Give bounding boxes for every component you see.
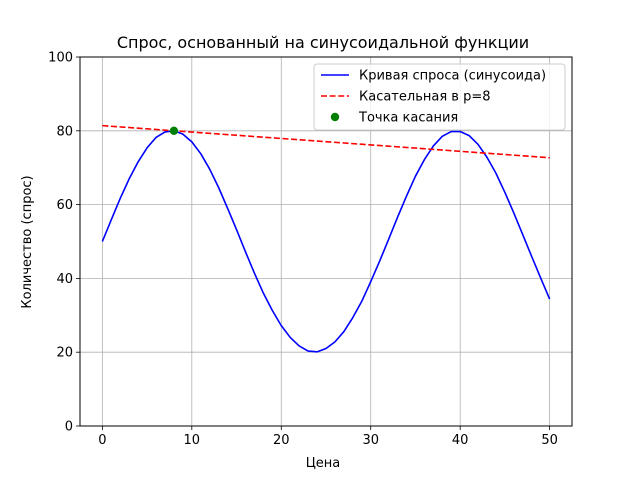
- y-tick-label: 80: [56, 124, 73, 139]
- scatter-point: [169, 126, 179, 135]
- y-tick-label: 100: [48, 51, 73, 66]
- x-axis-label: Цена: [306, 456, 341, 471]
- y-axis-label: Количество (спрос): [20, 175, 35, 308]
- axes-frame: [79, 56, 573, 427]
- x-tick-label: 10: [184, 433, 201, 448]
- x-tick-label: 30: [362, 433, 379, 448]
- y-tick-label: 20: [56, 346, 73, 361]
- legend-label-0: Кривая спроса (синусоида): [359, 69, 546, 84]
- x-tick-label: 0: [98, 433, 106, 448]
- ticks: 0 10 20 30 40 50 0 20 40 60 80 100: [48, 51, 558, 449]
- grid: [80, 56, 572, 427]
- legend: Кривая спроса (синусоида) Касательная в p…: [313, 63, 566, 131]
- x-tick-label: 40: [452, 433, 469, 448]
- y-tick-label: 0: [65, 420, 73, 435]
- chart-title: Спрос, основанный на синусоидальной функ…: [117, 33, 529, 52]
- y-tick-label: 40: [56, 272, 73, 287]
- x-tick-label: 50: [541, 433, 558, 448]
- plot-area: [101, 124, 551, 353]
- legend-box: [313, 63, 566, 131]
- legend-marker-2: [330, 112, 340, 122]
- y-tick-label: 60: [56, 198, 73, 213]
- x-tick-label: 20: [273, 433, 290, 448]
- legend-label-2: Точка касания: [358, 111, 458, 126]
- legend-label-1: Касательная в p=8: [359, 90, 490, 105]
